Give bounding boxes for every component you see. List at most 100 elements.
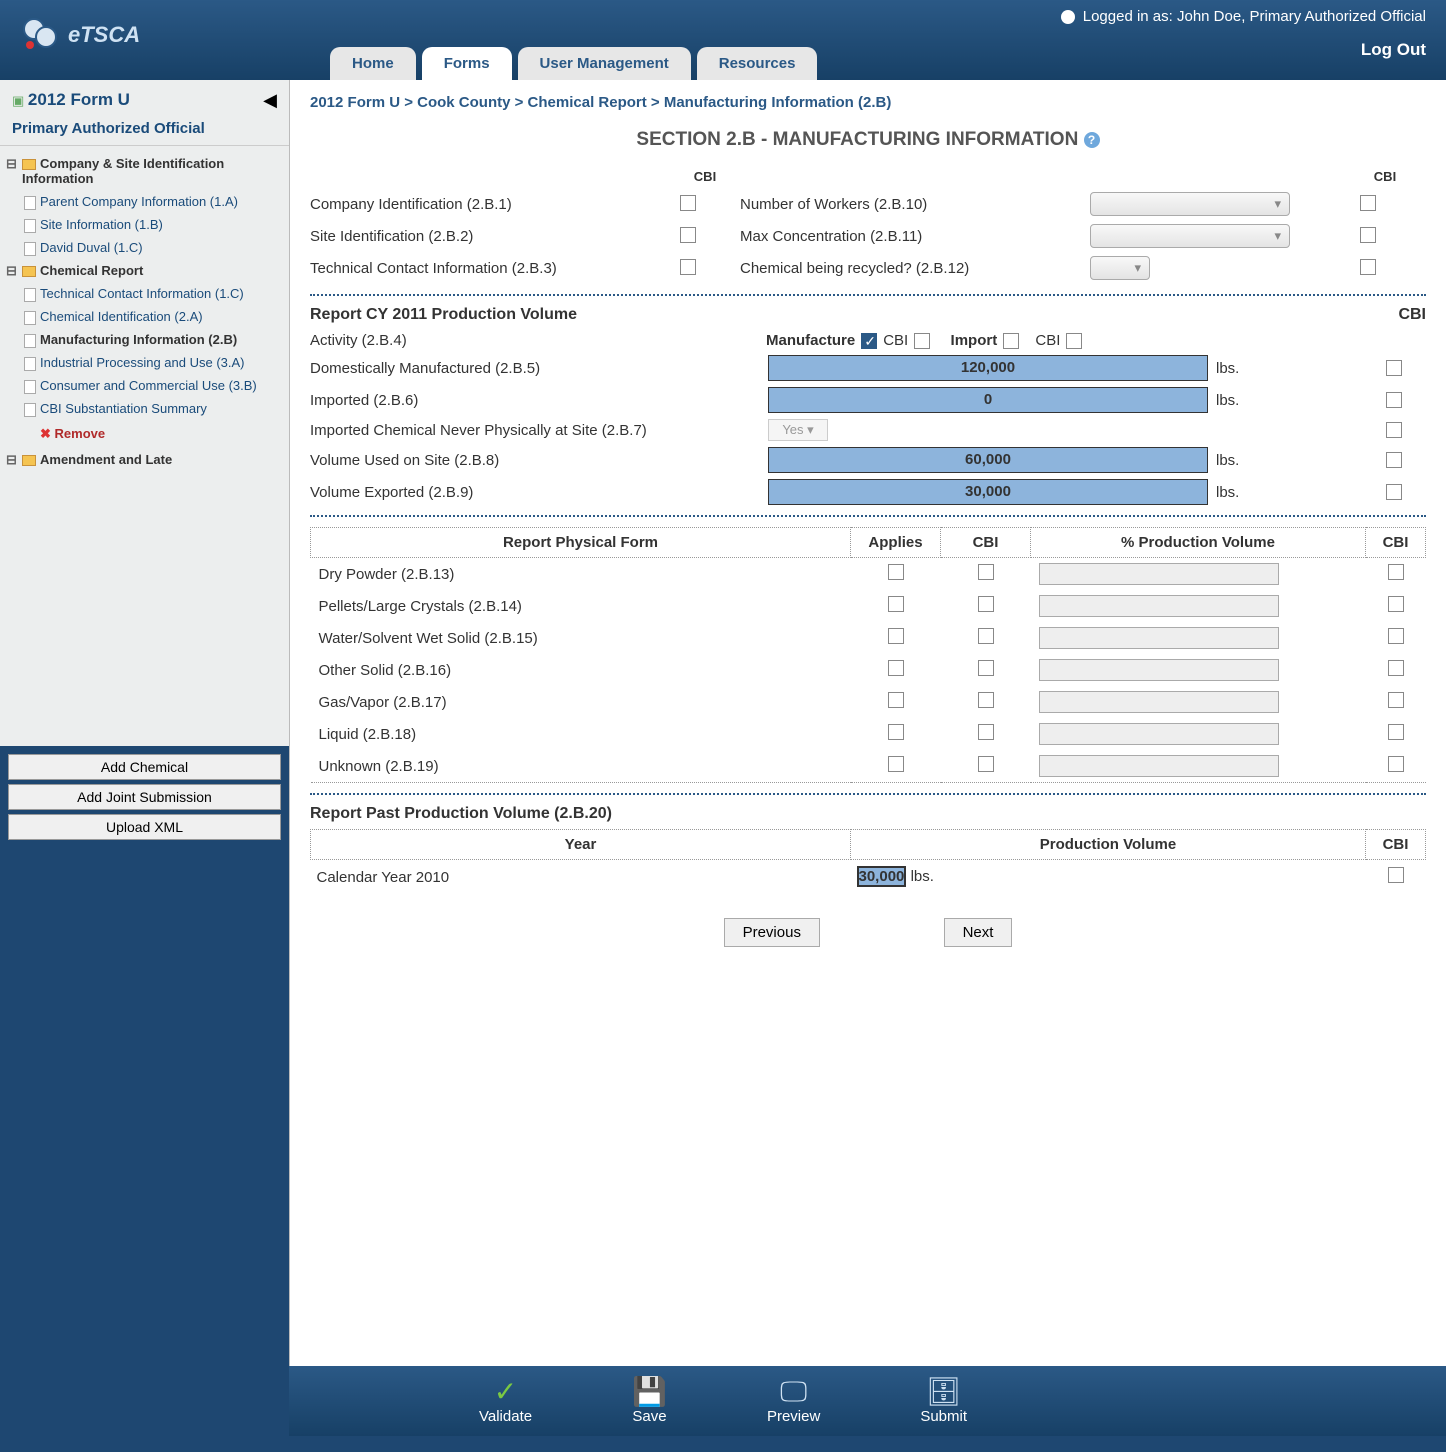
breadcrumb[interactable]: 2012 Form U > Cook County > Chemical Rep…: [310, 94, 1426, 111]
tab-forms[interactable]: Forms: [422, 47, 512, 80]
cbi-checkbox[interactable]: [1360, 227, 1376, 243]
import-cbi-checkbox[interactable]: [1066, 333, 1082, 349]
cbi-checkbox[interactable]: [1360, 195, 1376, 211]
percent-input[interactable]: [1039, 755, 1279, 777]
percent-input[interactable]: [1039, 723, 1279, 745]
tree-item[interactable]: David Duval (1.C): [4, 236, 285, 259]
tree-folder[interactable]: Company & Site Identification Informatio…: [4, 152, 285, 190]
cbi-checkbox[interactable]: [978, 596, 994, 612]
cbi-checkbox[interactable]: [1386, 452, 1402, 468]
cbi-checkbox[interactable]: [978, 692, 994, 708]
applies-checkbox[interactable]: [888, 724, 904, 740]
cbi-checkbox[interactable]: [1388, 756, 1404, 772]
tree-remove[interactable]: Remove: [4, 420, 285, 448]
percent-input[interactable]: [1039, 691, 1279, 713]
next-button[interactable]: Next: [944, 918, 1013, 947]
tree-item[interactable]: Chemical Identification (2.A): [4, 305, 285, 328]
cbi-checkbox[interactable]: [978, 756, 994, 772]
submit-icon: 🗄: [920, 1378, 967, 1406]
preview-button[interactable]: 🖵Preview: [767, 1378, 820, 1425]
yes-dropdown[interactable]: Yes: [768, 419, 828, 441]
cbi-checkbox[interactable]: [1388, 692, 1404, 708]
tab-home[interactable]: Home: [330, 47, 416, 80]
manufacture-cbi-label: CBI: [883, 332, 908, 349]
percent-input[interactable]: [1039, 627, 1279, 649]
cbi-checkbox[interactable]: [1386, 422, 1402, 438]
percent-input[interactable]: [1039, 659, 1279, 681]
sidebar-title: 2012 Form U: [28, 90, 130, 109]
user-icon: [1061, 10, 1075, 24]
logged-in-user: John Doe, Primary Authorized Official: [1177, 8, 1426, 25]
cbi-checkbox[interactable]: [680, 195, 696, 211]
past-cbi-checkbox[interactable]: [1388, 867, 1404, 883]
unit-label: lbs.: [1216, 392, 1266, 409]
cbi-checkbox[interactable]: [1388, 628, 1404, 644]
add-joint-submission-button[interactable]: Add Joint Submission: [8, 784, 281, 810]
tab-resources[interactable]: Resources: [697, 47, 818, 80]
cbi-checkbox[interactable]: [1388, 660, 1404, 676]
validate-button[interactable]: ✓Validate: [479, 1378, 532, 1425]
cbi-checkbox[interactable]: [1386, 484, 1402, 500]
applies-checkbox[interactable]: [888, 596, 904, 612]
cbi-checkbox[interactable]: [1388, 564, 1404, 580]
cbi-checkbox[interactable]: [1360, 259, 1376, 275]
collapse-arrow-icon[interactable]: ◀: [263, 90, 277, 111]
applies-checkbox[interactable]: [888, 660, 904, 676]
cbi-checkbox[interactable]: [978, 628, 994, 644]
previous-button[interactable]: Previous: [724, 918, 820, 947]
volume-label: Domestically Manufactured (2.B.5): [310, 360, 760, 377]
main-tabs: HomeFormsUser ManagementResources: [330, 47, 817, 80]
percent-input[interactable]: [1039, 595, 1279, 617]
cbi-checkbox[interactable]: [978, 564, 994, 580]
save-button[interactable]: 💾Save: [632, 1378, 667, 1425]
past-volume-input[interactable]: 30,000: [857, 866, 907, 887]
tree-item[interactable]: Manufacturing Information (2.B): [4, 328, 285, 351]
logo-icon: [20, 15, 60, 55]
manufacture-cbi-checkbox[interactable]: [914, 333, 930, 349]
logout-link[interactable]: Log Out: [1361, 40, 1426, 60]
dropdown[interactable]: [1090, 192, 1290, 216]
divider: [310, 294, 1426, 296]
tree-folder[interactable]: Amendment and Late: [4, 448, 285, 471]
cbi-checkbox[interactable]: [1386, 360, 1402, 376]
phys-label: Dry Powder (2.B.13): [311, 558, 851, 591]
add-chemical-button[interactable]: Add Chemical: [8, 754, 281, 780]
tree-item[interactable]: Parent Company Information (1.A): [4, 190, 285, 213]
tree-folder[interactable]: Chemical Report: [4, 259, 285, 282]
volume-input[interactable]: 0: [768, 387, 1208, 413]
cbi-checkbox[interactable]: [1386, 392, 1402, 408]
dropdown[interactable]: [1090, 224, 1290, 248]
tree-item[interactable]: Industrial Processing and Use (3.A): [4, 351, 285, 374]
form-icon: ▣: [12, 93, 24, 108]
tree-item[interactable]: Consumer and Commercial Use (3.B): [4, 374, 285, 397]
logged-in-status: Logged in as: John Doe, Primary Authoriz…: [1061, 8, 1426, 25]
submit-button[interactable]: 🗄Submit: [920, 1378, 967, 1425]
tree-item[interactable]: CBI Substantiation Summary: [4, 397, 285, 420]
cbi-checkbox[interactable]: [978, 724, 994, 740]
cbi-checkbox[interactable]: [1388, 596, 1404, 612]
manufacture-checkbox[interactable]: [861, 333, 877, 349]
dropdown[interactable]: [1090, 256, 1150, 280]
applies-checkbox[interactable]: [888, 564, 904, 580]
upload-xml-button[interactable]: Upload XML: [8, 814, 281, 840]
help-icon[interactable]: ?: [1084, 132, 1100, 148]
cbi-checkbox[interactable]: [680, 227, 696, 243]
cbi-checkbox[interactable]: [680, 259, 696, 275]
tree-item[interactable]: Site Information (1.B): [4, 213, 285, 236]
percent-input[interactable]: [1039, 563, 1279, 585]
tab-user-management[interactable]: User Management: [518, 47, 691, 80]
sidebar-subtitle: Primary Authorized Official: [0, 116, 289, 146]
applies-checkbox[interactable]: [888, 756, 904, 772]
volume-input[interactable]: 120,000: [768, 355, 1208, 381]
applies-checkbox[interactable]: [888, 692, 904, 708]
import-checkbox[interactable]: [1003, 333, 1019, 349]
tree-item[interactable]: Technical Contact Information (1.C): [4, 282, 285, 305]
applies-checkbox[interactable]: [888, 628, 904, 644]
volume-input[interactable]: 60,000: [768, 447, 1208, 473]
divider: [310, 793, 1426, 795]
preview-icon: 🖵: [767, 1378, 820, 1406]
volume-input[interactable]: 30,000: [768, 479, 1208, 505]
cbi-checkbox[interactable]: [978, 660, 994, 676]
volume-row: Volume Exported (2.B.9)30,000lbs.: [310, 479, 1426, 505]
cbi-checkbox[interactable]: [1388, 724, 1404, 740]
